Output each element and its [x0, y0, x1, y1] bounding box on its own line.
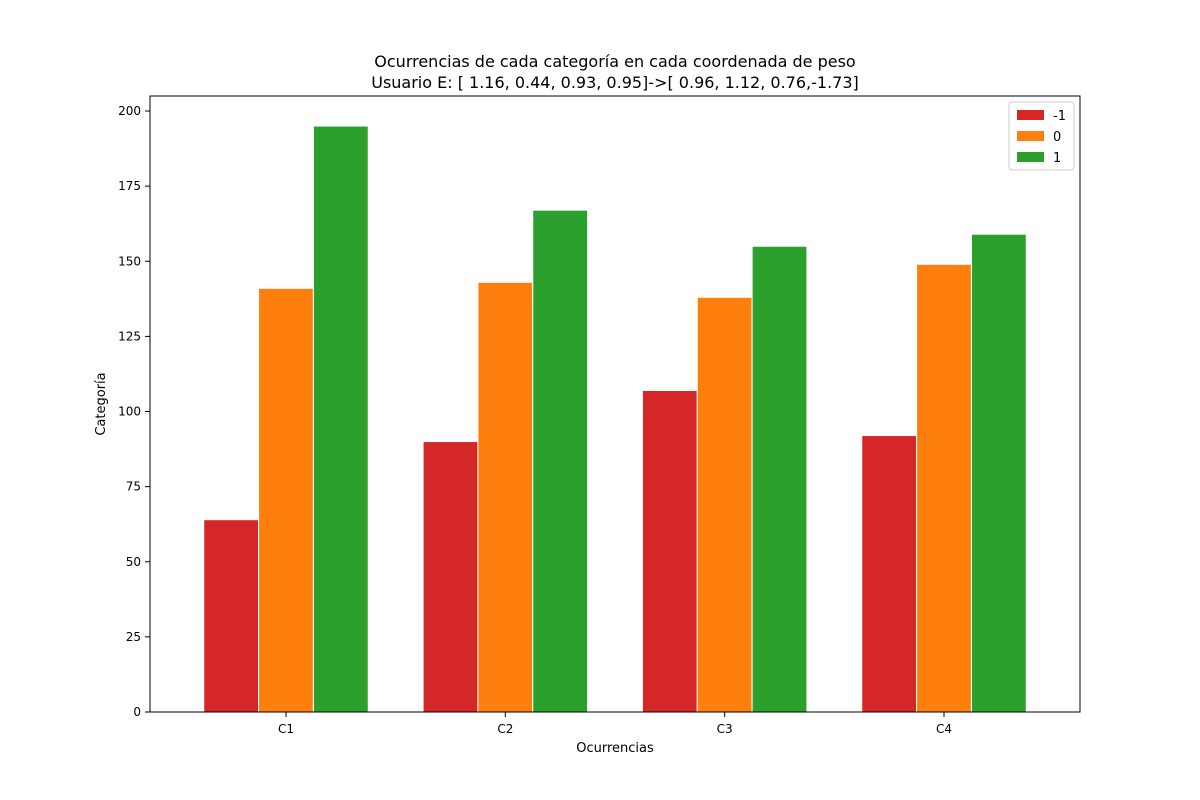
bar-c1-series-0	[203, 519, 260, 713]
bar-c4-series-0	[861, 435, 918, 713]
x-tick-label: C4	[936, 722, 952, 736]
bar-c3-series-1	[696, 296, 753, 713]
bar-c3-series-2	[751, 245, 808, 713]
legend-swatch-2	[1017, 152, 1044, 162]
chart-title: Ocurrencias de cada categoría en cada co…	[374, 52, 855, 71]
y-tick-label: 125	[118, 329, 141, 343]
y-tick-label: 100	[118, 405, 141, 419]
y-tick-label: 150	[118, 254, 141, 268]
axes-layer: 0 25 50 75 100 125 150 175 200 C1 C2 C3 C4	[118, 95, 1081, 736]
bars-layer	[203, 125, 1027, 713]
x-tick-label: C3	[717, 722, 733, 736]
legend-swatch-0	[1017, 110, 1044, 120]
legend: -1 0 1	[1008, 101, 1075, 171]
legend-label-1: 0	[1053, 130, 1061, 145]
bar-c1-series-2	[312, 125, 369, 713]
bar-c2-series-0	[422, 441, 479, 713]
y-tick-label: 0	[133, 705, 141, 719]
y-tick-label: 25	[126, 630, 141, 644]
bar-c2-series-1	[477, 281, 534, 713]
bar-c4-series-2	[970, 233, 1027, 713]
bar-c4-series-1	[916, 263, 972, 713]
y-tick-label: 200	[118, 104, 141, 118]
y-tick-label: 50	[126, 555, 141, 569]
y-axis-label: Categoría	[94, 372, 109, 435]
chart-subtitle: Usuario E: [ 1.16, 0.44, 0.93, 0.95]->[ …	[371, 73, 859, 92]
legend-swatch-1	[1017, 131, 1044, 141]
x-tick-label: C2	[497, 722, 513, 736]
y-tick-label: 75	[126, 480, 141, 494]
bar-c1-series-1	[258, 287, 314, 713]
legend-label-2: 1	[1053, 151, 1061, 166]
bar-c3-series-0	[641, 389, 698, 713]
bar-c2-series-2	[532, 209, 589, 713]
legend-label-0: -1	[1053, 109, 1066, 124]
y-tick-label: 175	[118, 179, 141, 193]
plot-frame	[149, 95, 1081, 713]
x-axis-label: Ocurrencias	[576, 741, 654, 756]
x-tick-label: C1	[278, 722, 294, 736]
